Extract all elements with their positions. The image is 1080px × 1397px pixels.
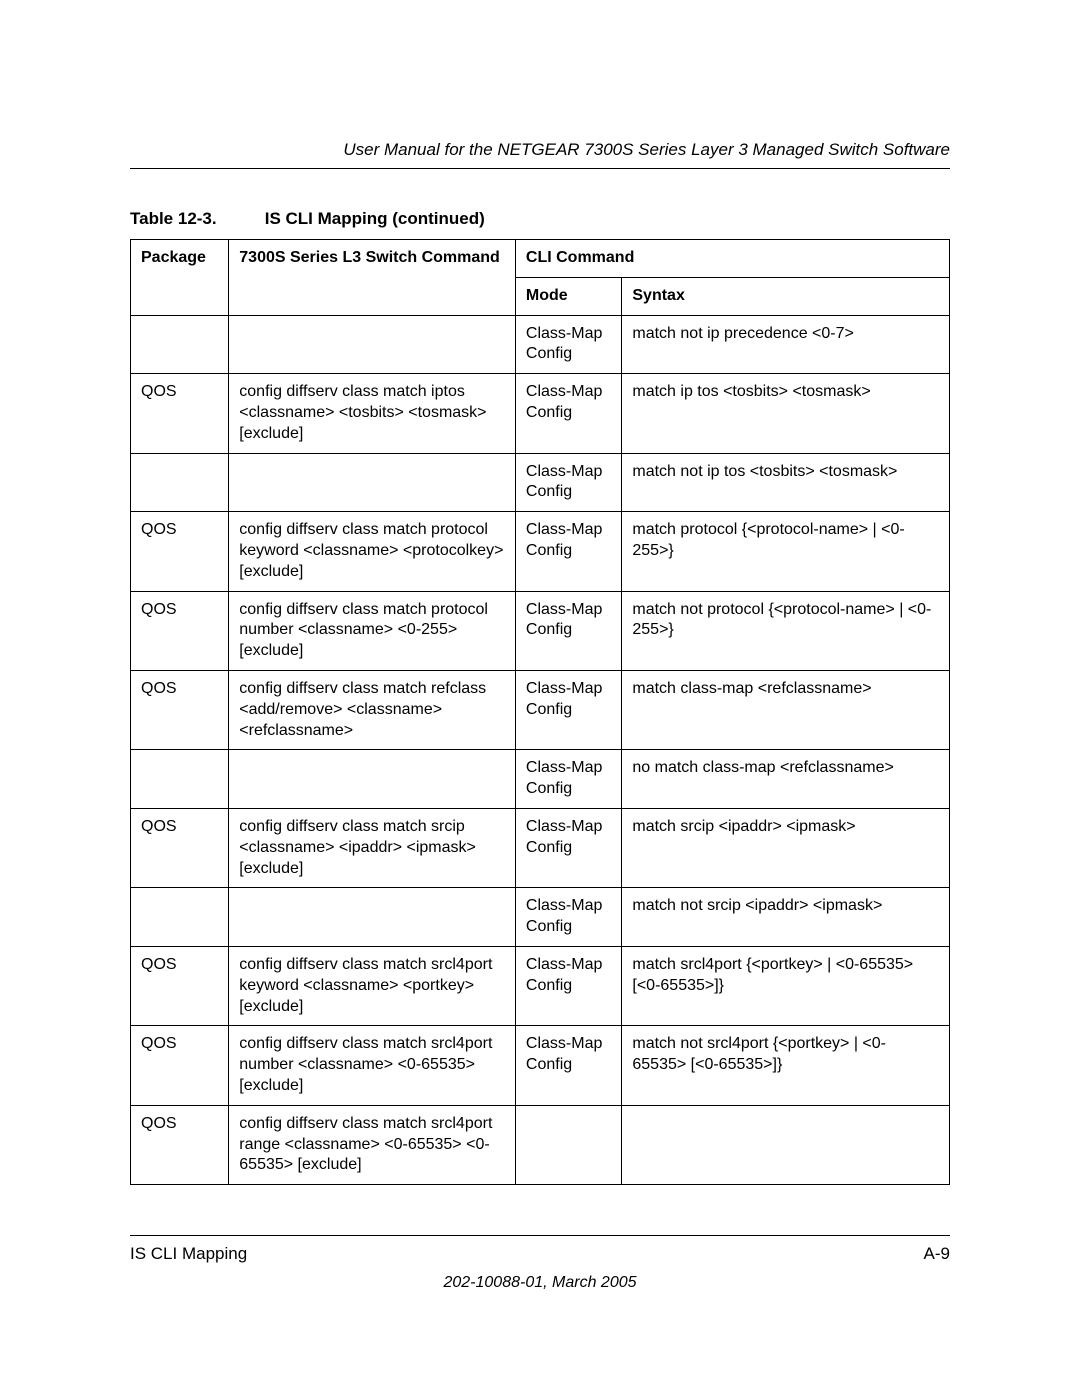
cell-package: QOS [131, 374, 229, 453]
table-row: QOSconfig diffserv class match srcl4port… [131, 946, 950, 1025]
cell-cmd [229, 453, 516, 512]
footer-page-number: A-9 [924, 1244, 950, 1264]
table-title: IS CLI Mapping (continued) [265, 209, 485, 228]
col-header-mode: Mode [515, 277, 621, 315]
cell-cmd: config diffserv class match srcl4port nu… [229, 1026, 516, 1105]
cell-cmd: config diffserv class match iptos <class… [229, 374, 516, 453]
cell-cmd: config diffserv class match refclass <ad… [229, 670, 516, 749]
cell-mode: Class-Map Config [515, 1026, 621, 1105]
table-caption: Table 12-3. IS CLI Mapping (continued) [130, 209, 950, 229]
table-head: Package 7300S Series L3 Switch Command C… [131, 240, 950, 316]
cell-mode: Class-Map Config [515, 315, 621, 374]
table-row: QOSconfig diffserv class match refclass … [131, 670, 950, 749]
table-row: Class-Map Configmatch not ip precedence … [131, 315, 950, 374]
cell-package: QOS [131, 808, 229, 887]
cell-mode: Class-Map Config [515, 808, 621, 887]
page-footer: IS CLI Mapping A-9 202-10088-01, March 2… [130, 1235, 950, 1292]
cell-syntax: no match class-map <refclassname> [622, 750, 950, 809]
table-row: Class-Map Configmatch not ip tos <tosbit… [131, 453, 950, 512]
cell-mode: Class-Map Config [515, 670, 621, 749]
cell-mode: Class-Map Config [515, 453, 621, 512]
page-header: User Manual for the NETGEAR 7300S Series… [130, 140, 950, 169]
cell-syntax: match not srcip <ipaddr> <ipmask> [622, 888, 950, 947]
header-row-1: Package 7300S Series L3 Switch Command C… [131, 240, 950, 278]
table-body: Class-Map Configmatch not ip precedence … [131, 315, 950, 1185]
table-row: QOSconfig diffserv class match protocol … [131, 512, 950, 591]
table-number: Table 12-3. [130, 209, 260, 229]
cell-cmd [229, 750, 516, 809]
cell-cmd: config diffserv class match protocol num… [229, 591, 516, 670]
cell-cmd: config diffserv class match srcip <class… [229, 808, 516, 887]
cell-package [131, 888, 229, 947]
cell-mode [515, 1105, 621, 1184]
cell-mode: Class-Map Config [515, 888, 621, 947]
cell-mode: Class-Map Config [515, 946, 621, 1025]
cell-mode: Class-Map Config [515, 374, 621, 453]
cell-syntax: match ip tos <tosbits> <tosmask> [622, 374, 950, 453]
cell-syntax: match not protocol {<protocol-name> | <0… [622, 591, 950, 670]
cell-syntax: match protocol {<protocol-name> | <0-255… [622, 512, 950, 591]
cell-cmd: config diffserv class match srcl4port ra… [229, 1105, 516, 1184]
cell-cmd [229, 315, 516, 374]
cli-mapping-table: Package 7300S Series L3 Switch Command C… [130, 239, 950, 1185]
table-row: QOSconfig diffserv class match protocol … [131, 591, 950, 670]
cell-package: QOS [131, 512, 229, 591]
col-header-switch-command: 7300S Series L3 Switch Command [229, 240, 516, 316]
table-row: QOSconfig diffserv class match srcl4port… [131, 1026, 950, 1105]
cell-package: QOS [131, 946, 229, 1025]
cell-syntax [622, 1105, 950, 1184]
col-header-syntax: Syntax [622, 277, 950, 315]
cell-syntax: match srcl4port {<portkey> | <0-65535> [… [622, 946, 950, 1025]
cell-cmd: config diffserv class match protocol key… [229, 512, 516, 591]
cell-syntax: match srcip <ipaddr> <ipmask> [622, 808, 950, 887]
cell-mode: Class-Map Config [515, 591, 621, 670]
table-row: Class-Map Configno match class-map <refc… [131, 750, 950, 809]
col-header-cli-command: CLI Command [515, 240, 949, 278]
cell-cmd [229, 888, 516, 947]
cell-syntax: match class-map <refclassname> [622, 670, 950, 749]
table-row: QOSconfig diffserv class match srcip <cl… [131, 808, 950, 887]
table-row: QOSconfig diffserv class match iptos <cl… [131, 374, 950, 453]
cell-package: QOS [131, 1026, 229, 1105]
table-row: Class-Map Configmatch not srcip <ipaddr>… [131, 888, 950, 947]
table-row: QOSconfig diffserv class match srcl4port… [131, 1105, 950, 1184]
cell-package: QOS [131, 591, 229, 670]
footer-section-name: IS CLI Mapping [130, 1244, 247, 1264]
cell-package [131, 453, 229, 512]
cell-mode: Class-Map Config [515, 750, 621, 809]
cell-mode: Class-Map Config [515, 512, 621, 591]
cell-cmd: config diffserv class match srcl4port ke… [229, 946, 516, 1025]
cell-package [131, 750, 229, 809]
cell-package [131, 315, 229, 374]
footer-row: IS CLI Mapping A-9 [130, 1244, 950, 1264]
cell-package: QOS [131, 1105, 229, 1184]
cell-syntax: match not ip precedence <0-7> [622, 315, 950, 374]
cell-syntax: match not ip tos <tosbits> <tosmask> [622, 453, 950, 512]
document-page: User Manual for the NETGEAR 7300S Series… [0, 0, 1080, 1352]
cell-syntax: match not srcl4port {<portkey> | <0-6553… [622, 1026, 950, 1105]
cell-package: QOS [131, 670, 229, 749]
footer-doc-id: 202-10088-01, March 2005 [130, 1274, 950, 1292]
col-header-package: Package [131, 240, 229, 316]
